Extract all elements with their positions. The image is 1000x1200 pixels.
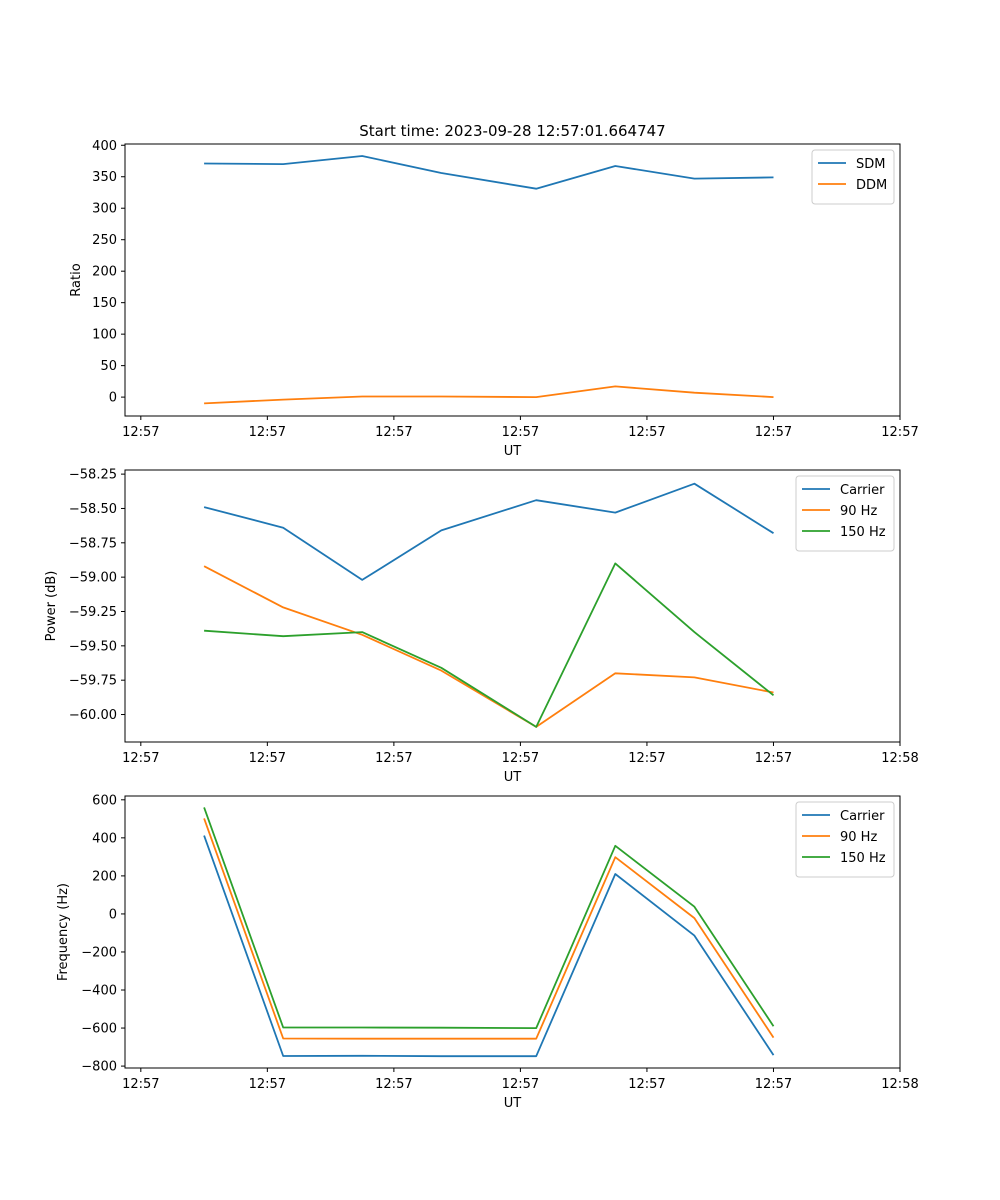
series-line-carrier — [203, 482, 774, 581]
legend: Carrier 90 Hz 150 Hz — [795, 801, 895, 878]
series-line-150-hz — [204, 562, 775, 728]
x-axis-label: UT — [504, 770, 522, 785]
legend: Carrier 90 Hz 150 Hz — [795, 475, 895, 552]
series-line-90-hz — [203, 565, 774, 728]
legend: SDM DDM — [811, 149, 895, 205]
x-tick-label: 12:57 — [249, 751, 286, 766]
chart-panel-1: Start time: 2023-09-28 12:57:01.664747 12… — [69, 122, 919, 459]
x-tick-label: 12:57 — [122, 425, 159, 440]
x-axis-label: UT — [504, 444, 522, 459]
legend-box — [795, 475, 895, 552]
x-tick-label: 12:57 — [249, 1077, 286, 1092]
y-tick-label: −59.75 — [69, 674, 117, 689]
x-tick-label: 12:57 — [881, 425, 918, 440]
x-tick-label: 12:57 — [628, 751, 665, 766]
y-tick-label: −200 — [81, 945, 117, 960]
series-line-sdm — [204, 155, 774, 190]
legend-label: 90 Hz — [840, 830, 877, 845]
y-tick-label: 350 — [92, 170, 117, 185]
x-tick-label: 12:58 — [881, 1077, 918, 1092]
x-tick-label: 12:58 — [881, 751, 918, 766]
legend-box — [795, 801, 895, 878]
y-tick-label: 400 — [92, 831, 117, 846]
y-tick-label: −58.50 — [69, 502, 117, 517]
axes-frame — [124, 143, 901, 417]
x-tick-label: 12:57 — [122, 1077, 159, 1092]
x-tick-label: 12:57 — [755, 751, 792, 766]
y-tick-label: −59.25 — [69, 605, 117, 620]
x-tick-label: 12:57 — [628, 1077, 665, 1092]
legend-label: 150 Hz — [840, 851, 886, 866]
legend-label: DDM — [856, 178, 887, 193]
x-tick-label: 12:57 — [502, 1077, 539, 1092]
y-tick-label: −58.25 — [69, 468, 117, 483]
y-tick-label: 0 — [109, 907, 117, 922]
y-tick-label: −400 — [81, 984, 117, 999]
y-axis-label: Power (dB) — [44, 571, 59, 642]
y-tick-label: 600 — [92, 793, 117, 808]
axes-frame — [124, 795, 901, 1069]
y-tick-label: 200 — [92, 869, 117, 884]
legend-label: 90 Hz — [840, 504, 877, 519]
series-line-ddm — [204, 385, 774, 405]
y-tick-label: 0 — [109, 391, 117, 406]
y-tick-label: 50 — [100, 359, 117, 374]
axes-frame — [124, 469, 901, 743]
x-tick-label: 12:57 — [122, 751, 159, 766]
series-line-carrier — [203, 835, 775, 1058]
x-tick-label: 12:57 — [502, 751, 539, 766]
x-tick-label: 12:57 — [375, 425, 412, 440]
legend-label: Carrier — [840, 483, 885, 498]
y-tick-label: 400 — [92, 139, 117, 154]
x-tick-label: 12:57 — [755, 1077, 792, 1092]
y-tick-label: −600 — [81, 1022, 117, 1037]
x-tick-label: 12:57 — [502, 425, 539, 440]
y-tick-label: 300 — [92, 202, 117, 217]
y-tick-label: −59.50 — [69, 639, 117, 654]
x-tick-label: 12:57 — [755, 425, 792, 440]
y-tick-label: 150 — [92, 296, 117, 311]
y-tick-label: −59.00 — [69, 571, 117, 586]
series-line-150-hz — [203, 807, 775, 1029]
x-tick-label: 12:57 — [375, 1077, 412, 1092]
y-tick-label: −800 — [81, 1060, 117, 1075]
y-tick-label: 200 — [92, 265, 117, 280]
series-line-90-hz — [203, 818, 775, 1040]
y-tick-label: 250 — [92, 233, 117, 248]
chart-panel-3: 12:57 12:57 12:57 12:57 12:57 12:57 12:58 UT −80… — [56, 793, 919, 1111]
legend-label: 150 Hz — [840, 525, 886, 540]
legend-label: SDM — [856, 157, 885, 172]
y-axis-label: Ratio — [69, 263, 84, 296]
x-tick-label: 12:57 — [375, 751, 412, 766]
legend-label: Carrier — [840, 809, 885, 824]
x-axis-label: UT — [504, 1096, 522, 1111]
y-tick-label: −58.75 — [69, 536, 117, 551]
y-axis-label: Frequency (Hz) — [56, 883, 71, 981]
chart-title: Start time: 2023-09-28 12:57:01.664747 — [359, 122, 665, 140]
x-tick-label: 12:57 — [249, 425, 286, 440]
y-tick-label: −60.00 — [69, 708, 117, 723]
y-tick-label: 100 — [92, 328, 117, 343]
x-tick-label: 12:57 — [628, 425, 665, 440]
chart-panel-2: 12:57 12:57 12:57 12:57 12:57 12:57 12:58 UT −60… — [44, 468, 919, 785]
